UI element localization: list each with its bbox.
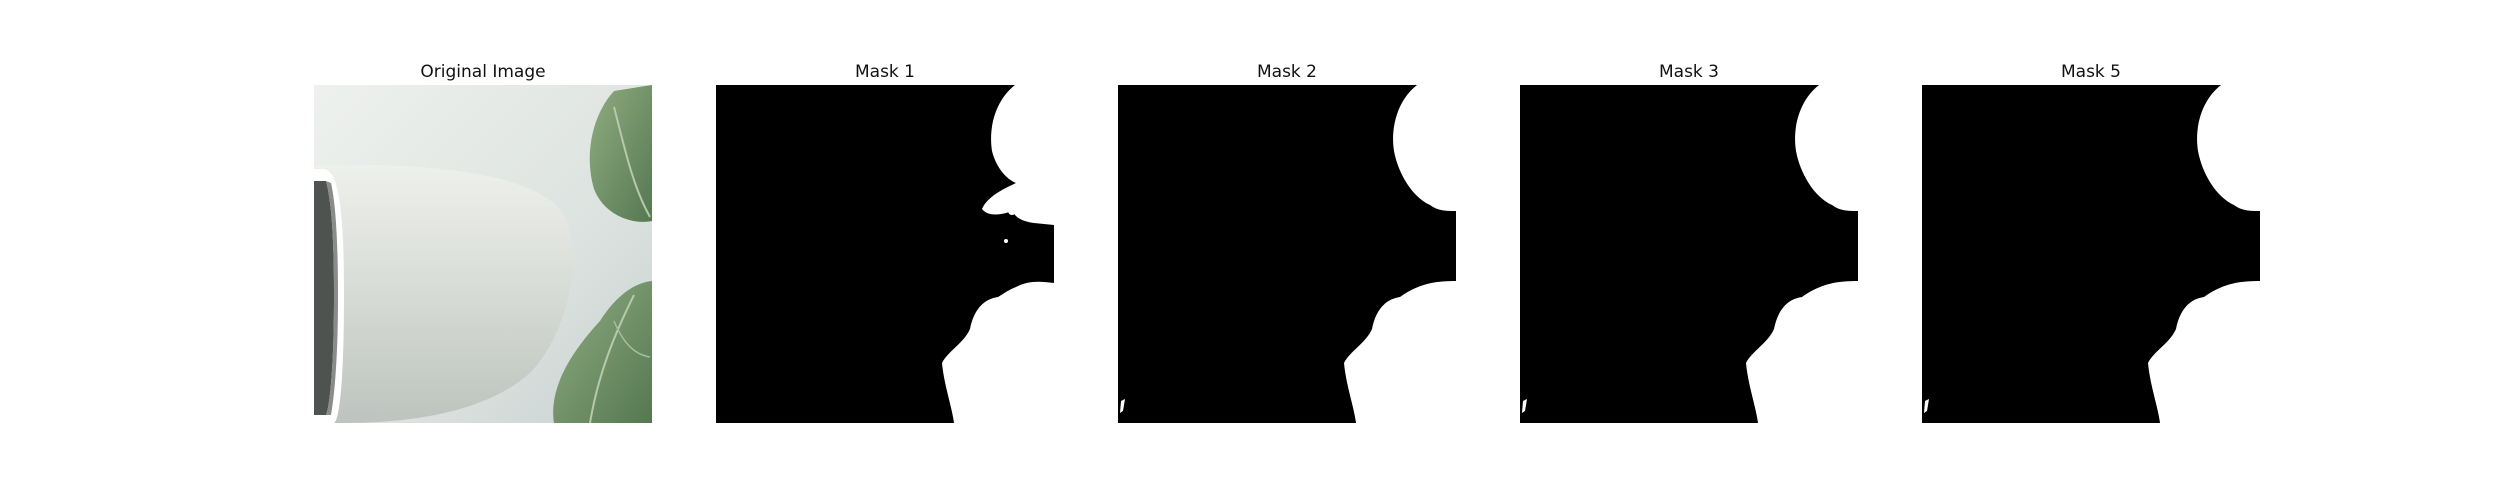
mask-1-image (716, 85, 1054, 423)
mask-2-image (1118, 85, 1456, 423)
panel-mask-3: Mask 3 (1520, 60, 1858, 423)
panel-title: Mask 3 (1658, 62, 1719, 82)
panel-title: Original Image (420, 62, 546, 82)
panel-title: Mask 2 (1256, 62, 1317, 82)
panel-original-image: Original Image (314, 60, 652, 423)
original-photo (314, 85, 652, 423)
panel-title: Mask 1 (854, 62, 915, 82)
panel-mask-2: Mask 2 (1118, 60, 1456, 423)
panel-mask-5: Mask 5 (1922, 60, 2260, 423)
panel-mask-1: Mask 1 (716, 60, 1054, 423)
mask-3-image (1520, 85, 1858, 423)
mask-5-image (1922, 85, 2260, 423)
panel-title: Mask 5 (2060, 62, 2121, 82)
